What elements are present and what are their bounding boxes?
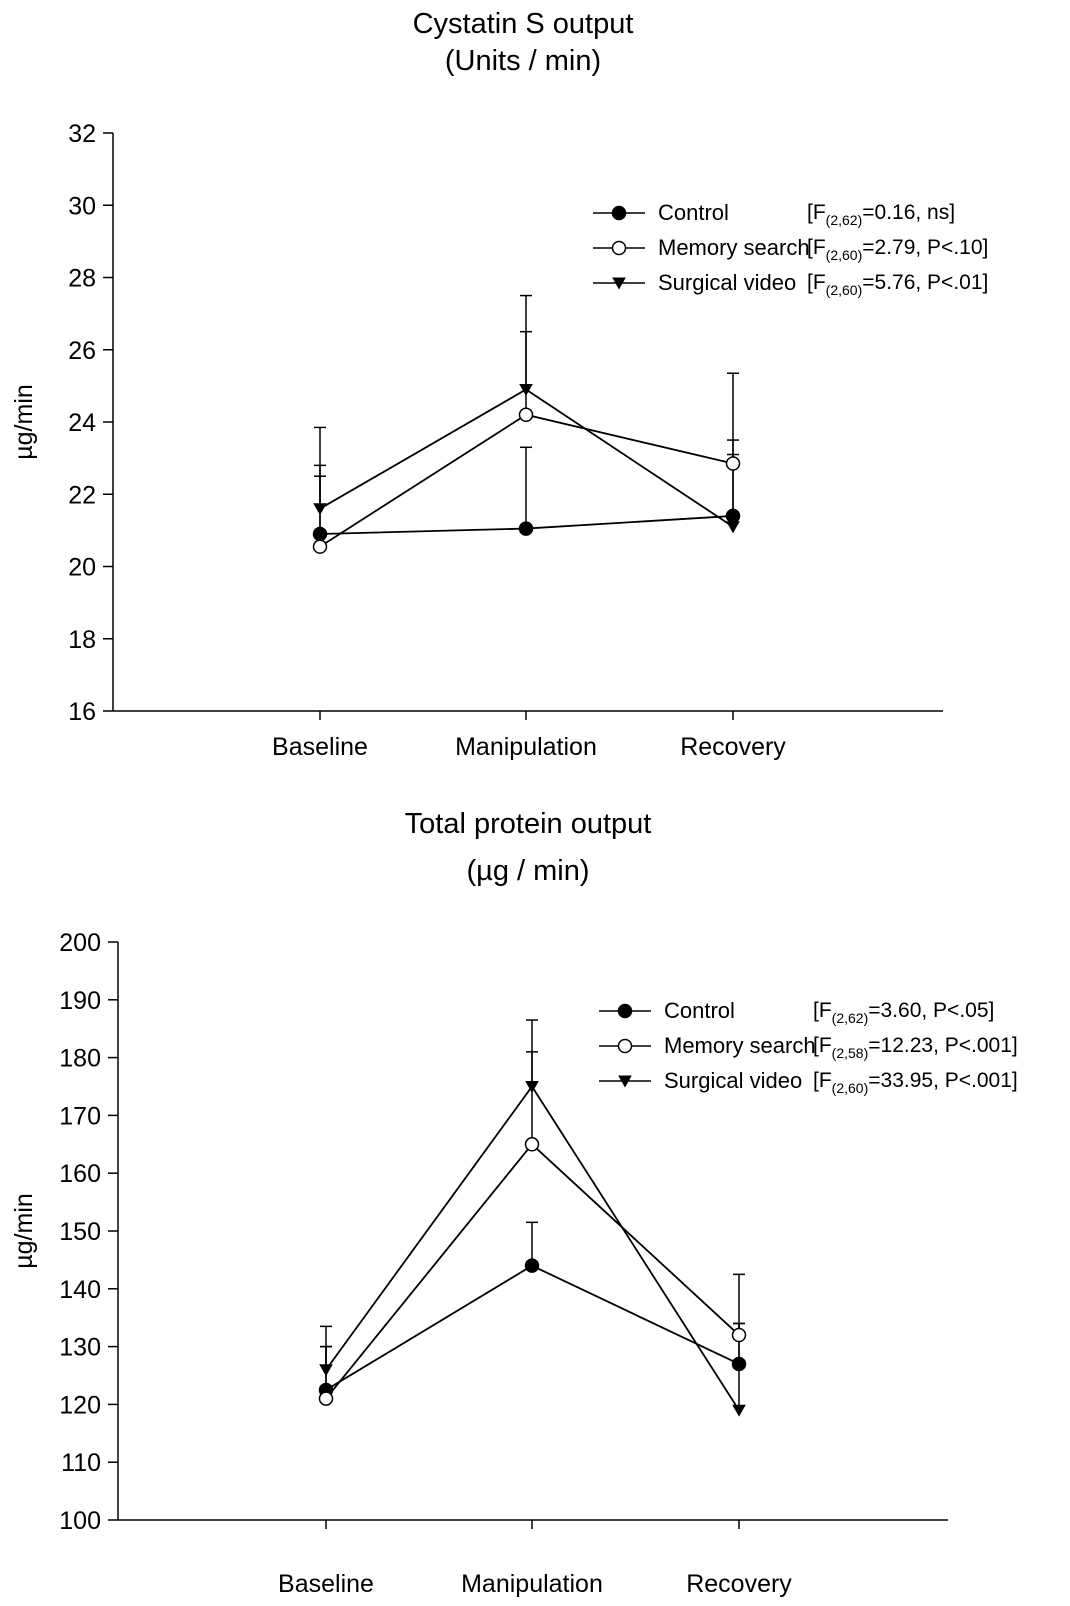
y-tick-label: 26 bbox=[68, 337, 96, 365]
legend-label-memory-search: Memory search bbox=[658, 235, 810, 260]
chart-subtitle: (Units / min) bbox=[445, 45, 601, 77]
point-surgical-video bbox=[525, 1081, 539, 1093]
chart-total-protein: Total protein output (µg / min) 100 110 120 1… bbox=[10, 808, 1018, 1598]
point-memory-search bbox=[524, 1137, 540, 1152]
x-tick-label-baseline: Baseline bbox=[278, 1570, 374, 1598]
chart-title: Cystatin S output bbox=[413, 8, 634, 40]
y-tick-label: 180 bbox=[59, 1045, 101, 1073]
legend-marker-memory-search bbox=[617, 1038, 633, 1054]
x-tick-label-manipulation: Manipulation bbox=[461, 1570, 603, 1598]
legend-stat-surgical-video: [F(2,60)=33.95, P<.001] bbox=[813, 1069, 1018, 1096]
point-surgical-video bbox=[313, 503, 327, 516]
point-memory-search bbox=[518, 407, 534, 423]
y-tick-label: 18 bbox=[68, 626, 96, 654]
chart-subtitle: (µg / min) bbox=[466, 855, 589, 887]
y-tick-label: 110 bbox=[61, 1449, 101, 1477]
point-surgical-video bbox=[732, 1404, 746, 1417]
y-tick-label: 160 bbox=[59, 1160, 101, 1188]
point-control bbox=[518, 521, 534, 536]
point-memory-search bbox=[318, 1391, 334, 1406]
x-tick-label-manipulation: Manipulation bbox=[455, 733, 597, 761]
legend-marker-surgical-video bbox=[612, 277, 626, 290]
legend-label-memory-search: Memory search bbox=[664, 1033, 816, 1058]
chart-cystatin-s: Cystatin S output (Units / min) 16 18 20 22 24… bbox=[10, 8, 988, 761]
y-tick-label: 28 bbox=[68, 265, 96, 293]
chart-title: Total protein output bbox=[405, 808, 652, 840]
legend-marker-control bbox=[611, 205, 627, 221]
y-tick-label: 20 bbox=[68, 554, 96, 582]
point-surgical-video bbox=[726, 521, 740, 534]
point-surgical-video bbox=[519, 384, 533, 396]
legend-stat-control: [F(2,62)=3.60, P<.05] bbox=[813, 999, 994, 1026]
y-tick-label: 190 bbox=[59, 987, 101, 1015]
y-tick-label: 140 bbox=[59, 1276, 101, 1304]
y-tick-label: 170 bbox=[59, 1102, 101, 1130]
point-memory-search bbox=[312, 539, 328, 554]
y-tick-label: 16 bbox=[68, 698, 96, 726]
legend-stat-surgical-video: [F(2,60)=5.76, P<.01] bbox=[807, 271, 988, 298]
legend-marker-memory-search bbox=[611, 240, 627, 256]
point-surgical-video bbox=[319, 1364, 333, 1377]
point-control bbox=[524, 1258, 540, 1273]
legend-stat-control: [F(2,62)=0.16, ns] bbox=[807, 201, 955, 228]
y-tick-label: 22 bbox=[68, 481, 96, 509]
y-tick-label: 150 bbox=[59, 1218, 101, 1246]
y-tick-label: 130 bbox=[59, 1334, 101, 1362]
x-tick-label-baseline: Baseline bbox=[272, 733, 368, 761]
y-tick-label: 200 bbox=[59, 929, 101, 957]
y-tick-label: 30 bbox=[68, 192, 96, 220]
y-tick-label: 24 bbox=[68, 409, 96, 437]
x-tick-label-recovery: Recovery bbox=[686, 1570, 792, 1598]
legend-label-control: Control bbox=[664, 998, 735, 1023]
point-control bbox=[731, 1356, 747, 1372]
y-axis-label: µg/min bbox=[10, 1193, 38, 1269]
legend-stat-memory-search: [F(2,58)=12.23, P<.001] bbox=[813, 1034, 1018, 1061]
y-tick-label: 32 bbox=[68, 120, 96, 148]
y-tick-label: 120 bbox=[59, 1391, 101, 1419]
legend-label-surgical-video: Surgical video bbox=[664, 1068, 802, 1093]
legend-label-surgical-video: Surgical video bbox=[658, 270, 796, 295]
point-control bbox=[725, 508, 741, 524]
point-memory-search bbox=[731, 1327, 747, 1343]
legend-stat-memory-search: [F(2,60)=2.79, P<.10] bbox=[807, 236, 988, 263]
legend-marker-control bbox=[617, 1003, 633, 1019]
legend-label-control: Control bbox=[658, 200, 729, 225]
x-tick-label-recovery: Recovery bbox=[680, 733, 786, 761]
point-memory-search bbox=[725, 456, 741, 471]
y-axis-label: µg/min bbox=[10, 384, 38, 460]
y-tick-label: 100 bbox=[59, 1507, 101, 1535]
point-control bbox=[312, 526, 328, 542]
legend-marker-surgical-video bbox=[618, 1075, 632, 1088]
